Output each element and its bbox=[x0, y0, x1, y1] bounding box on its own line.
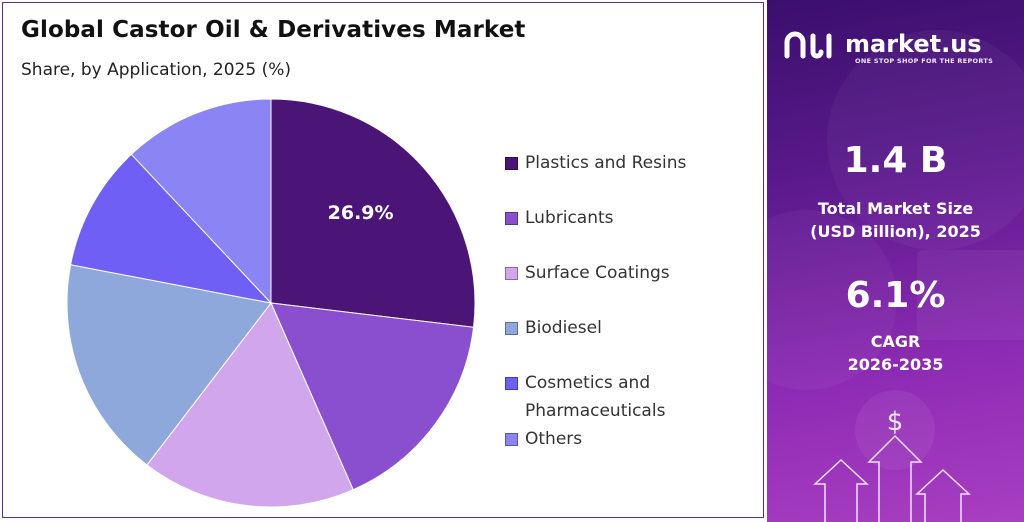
pie-slice-1 bbox=[270, 98, 476, 328]
side-panel: market.us ONE STOP SHOP FOR THE REPORTS … bbox=[767, 0, 1024, 522]
pie-slice-5 bbox=[70, 153, 273, 304]
pie-slice-3 bbox=[146, 302, 354, 508]
legend-item-5: Cosmetics and Pharmaceuticals bbox=[503, 369, 743, 425]
pie-slice-4 bbox=[66, 264, 272, 466]
legend-swatch bbox=[505, 377, 518, 390]
market-size-label-1: Total Market Size bbox=[817, 199, 974, 218]
legend-label: Surface Coatings bbox=[525, 263, 670, 283]
data-label-1: 26.9% bbox=[328, 202, 394, 224]
legend-label: Pharmaceuticals bbox=[525, 401, 666, 421]
legend-swatch bbox=[505, 322, 518, 335]
svg-text:$: $ bbox=[887, 407, 904, 437]
legend-item-2: Lubricants bbox=[503, 204, 743, 232]
legend-swatch bbox=[505, 267, 518, 280]
market-size-value: 1.4 B bbox=[843, 140, 948, 181]
cagr-label-2: 2026-2035 bbox=[847, 355, 944, 374]
legend-item-3: Surface Coatings bbox=[503, 259, 743, 287]
brand-name: market.us bbox=[845, 30, 982, 58]
legend-swatch bbox=[505, 157, 518, 170]
up-arrow-icon bbox=[813, 434, 971, 522]
legend-label: Others bbox=[525, 429, 583, 449]
pie-slice-2 bbox=[270, 302, 475, 491]
chart-subtitle: Share, by Application, 2025 (%) bbox=[21, 60, 291, 80]
cagr-label-1: CAGR bbox=[870, 332, 921, 351]
legend-swatch bbox=[505, 212, 518, 225]
brand-logo: market.us ONE STOP SHOP FOR THE REPORTS bbox=[783, 30, 1013, 70]
chart-legend: Plastics and Resins Lubricants Surface Coa… bbox=[503, 149, 743, 480]
brand-tagline: ONE STOP SHOP FOR THE REPORTS bbox=[855, 57, 994, 65]
legend-label: Biodiesel bbox=[525, 318, 602, 338]
legend-label: Lubricants bbox=[525, 208, 614, 228]
legend-label: Plastics and Resins bbox=[525, 153, 687, 173]
market-us-logo-icon bbox=[784, 31, 832, 59]
market-size-label-2: (USD Billion), 2025 bbox=[810, 222, 981, 241]
pie-slice-6 bbox=[130, 98, 272, 305]
chart-panel: Global Castor Oil & Derivatives Market S… bbox=[2, 2, 764, 518]
legend-item-6: Others bbox=[503, 425, 743, 453]
background-decoration bbox=[767, 30, 1024, 470]
growth-illustration: $ bbox=[813, 407, 971, 522]
legend-swatch bbox=[505, 433, 518, 446]
pie-chart: 26.9% bbox=[66, 98, 476, 508]
legend-item-4: Biodiesel bbox=[503, 314, 743, 342]
legend-item-1: Plastics and Resins bbox=[503, 149, 743, 177]
legend-label: Cosmetics and bbox=[525, 373, 651, 393]
cagr-value: 6.1% bbox=[845, 275, 946, 316]
dollar-icon: $ bbox=[887, 407, 904, 437]
chart-title: Global Castor Oil & Derivatives Market bbox=[21, 17, 526, 43]
